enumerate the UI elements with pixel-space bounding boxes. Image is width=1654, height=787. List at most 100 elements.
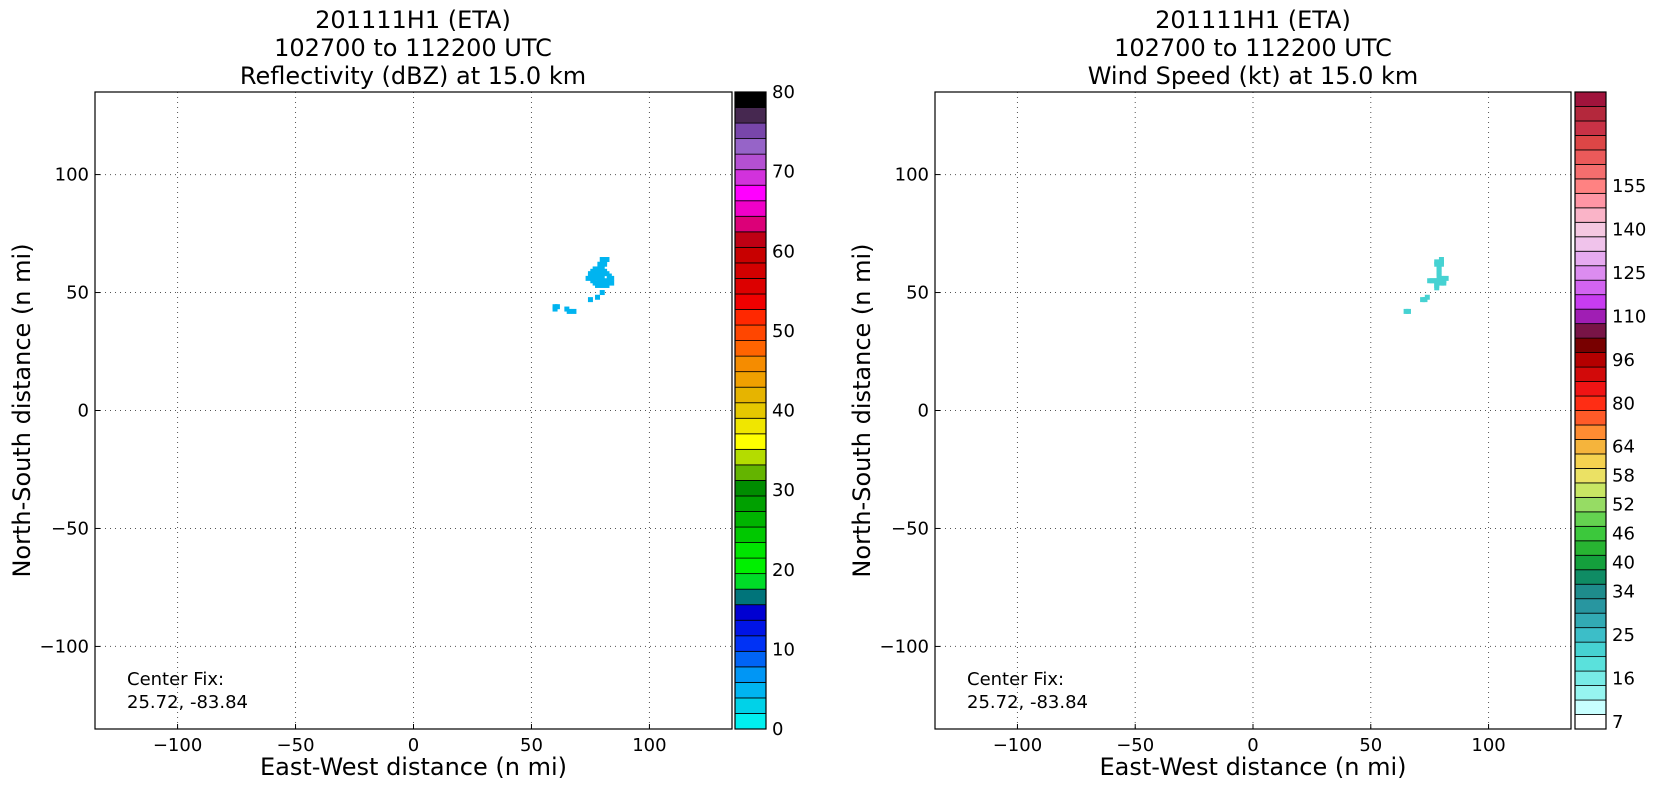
chart1-colorbar-segment-22 [734,371,767,388]
chart2-colorbar-segment-6 [1574,627,1607,643]
chart2-colorbar-label-11: 110 [1612,306,1646,327]
chart2-data-cell-7 [1443,275,1449,281]
chart1-data-cell-7 [595,294,601,300]
chart1-colorbar-segment-36 [734,153,767,171]
chart2-colorbar-label-12: 125 [1612,263,1646,284]
chart2-colorbar-segment-26 [1574,337,1607,353]
chart1-colorbar-segment-3 [734,666,767,683]
chart2-colorbar-segment-40 [1574,135,1607,151]
chart1-colorbar-frame [734,91,767,730]
chart2-colorbar-segment-24 [1574,366,1607,382]
chart2-colorbar-label-6: 52 [1612,495,1635,516]
chart1-data-cell-18 [604,257,610,263]
chart2-data-cell-27 [1420,297,1426,303]
chart2-xaxis-label: East-West distance (n mi) [1099,753,1406,781]
chart1-colorbar-segment-30 [734,246,767,264]
chart1-colorbar-label-6: 60 [772,241,795,262]
chart1-yaxis-label: North-South distance (n mi) [8,243,36,577]
chart2-data-cell-17 [1438,257,1444,263]
chart1-xtick-label-3: 50 [520,735,543,756]
chart1-colorbar-segment-0 [734,713,767,730]
chart1-colorbar-segment-8 [734,588,767,606]
chart1-xaxis-label: East-West distance (n mi) [260,753,567,781]
chart2-colorbar-label-8: 64 [1612,437,1635,458]
chart1-data-cell-5 [571,308,577,314]
chart1-colorbar-segment-37 [734,138,767,155]
chart1-data-cell-39 [595,282,601,288]
chart2-colorbar-segment-21 [1574,410,1607,426]
chart2-colorbar-segment-42 [1574,106,1607,122]
chart1-colorbar-segment-15 [734,480,767,497]
chart1-colorbar-segment-32 [734,215,767,233]
chart1-colorbar-segment-6 [734,619,767,637]
chart1-data-cell-36 [592,273,598,279]
chart2-colorbar-segment-19 [1574,439,1607,455]
chart2-colorbar-segment-0 [1574,714,1607,730]
chart2-colorbar-segment-12 [1574,540,1607,556]
chart1-xtick-label-1: −50 [277,735,315,756]
chart1-colorbar-segment-21 [734,386,767,404]
chart1-title-line-1: 201111H1 (ETA) [315,6,511,34]
chart1-colorbar-segment-19 [734,417,767,435]
chart1-data-cell-43 [609,275,615,281]
chart2-colorbar-segment-16 [1574,482,1607,498]
chart1-colorbar-segment-39 [734,107,767,124]
chart1-colorbar-label-3: 30 [772,480,795,501]
chart1-colorbar-segment-28 [734,278,767,295]
chart2-center-fix-label: Center Fix: [967,669,1064,690]
chart1-center-fix-label: Center Fix: [127,669,224,690]
chart2-colorbar-segment-2 [1574,685,1607,701]
chart1-data-cell-45 [597,268,603,274]
chart2-colorbar-label-3: 34 [1612,581,1635,602]
chart1-colorbar-segment-13 [734,511,767,528]
chart1-xtick-label-4: 100 [632,735,666,756]
chart2-colorbar-segment-10 [1574,569,1607,585]
chart1-colorbar-label-8: 80 [772,82,795,103]
chart1-colorbar-segment-25 [734,324,767,341]
chart1-ytick-label-4: 100 [55,165,89,186]
chart1-colorbar-segment-17 [734,448,767,466]
chart2-colorbar-label-0: 7 [1612,712,1623,733]
chart2-colorbar-segment-17 [1574,468,1607,484]
chart1-colorbar-segment-34 [734,184,767,202]
chart2-colorbar-segment-13 [1574,525,1607,542]
chart1-center-fix-value: 25.72, -83.84 [127,692,248,713]
chart2-colorbar-label-9: 80 [1612,393,1635,414]
chart2-colorbar-segment-38 [1574,163,1607,180]
chart1-data-cell-19 [599,257,605,263]
chart1-colorbar-label-2: 20 [772,560,795,581]
chart1-title-line-3: Reflectivity (dBZ) at 15.0 km [240,62,586,90]
chart2-title-line-3: Wind Speed (kt) at 15.0 km [1088,62,1419,90]
chart1-data-cell-44 [599,275,605,281]
chart1-ytick-label-1: −50 [51,518,89,539]
chart2-data-cell-24 [1441,280,1447,286]
chart2-yaxis-label: North-South distance (n mi) [848,243,876,577]
chart2-data-cell-29 [1405,308,1411,314]
chart1-colorbar-segment-12 [734,526,767,543]
chart1-colorbar-label-4: 40 [772,401,795,422]
chart1-colorbar-segment-26 [734,309,767,326]
chart2-colorbar-label-2: 25 [1612,625,1635,646]
chart1-ytick-label-0: −100 [40,636,89,657]
chart2-colorbar-segment-1 [1574,699,1607,715]
chart2-colorbar-label-7: 58 [1612,466,1635,487]
chart1-data-cell-20 [597,261,603,267]
chart1-xtick-label-2: 0 [408,735,419,756]
chart2-colorbar-segment-28 [1574,308,1607,325]
chart2-colorbar-segment-41 [1574,120,1607,136]
chart2-colorbar-segment-11 [1574,554,1607,571]
chart2-colorbar-segment-33 [1574,236,1607,252]
chart1-colorbar-segment-2 [734,681,767,699]
chart2-title-line-2: 102700 to 112200 UTC [1114,34,1392,62]
chart2-ytick-label-4: 100 [895,165,929,186]
chart2-colorbar-segment-35 [1574,207,1607,223]
chart2-data-cell-19 [1434,261,1440,267]
chart1-title-line-2: 102700 to 112200 UTC [274,34,552,62]
chart1-colorbar-segment-5 [734,635,767,652]
chart1-data-cell-2 [554,304,560,310]
chart2-colorbar-segment-39 [1574,149,1607,165]
chart2-colorbar-segment-27 [1574,323,1607,339]
chart1-data-cell-40 [599,282,605,288]
chart1-colorbar-segment-23 [734,355,767,373]
